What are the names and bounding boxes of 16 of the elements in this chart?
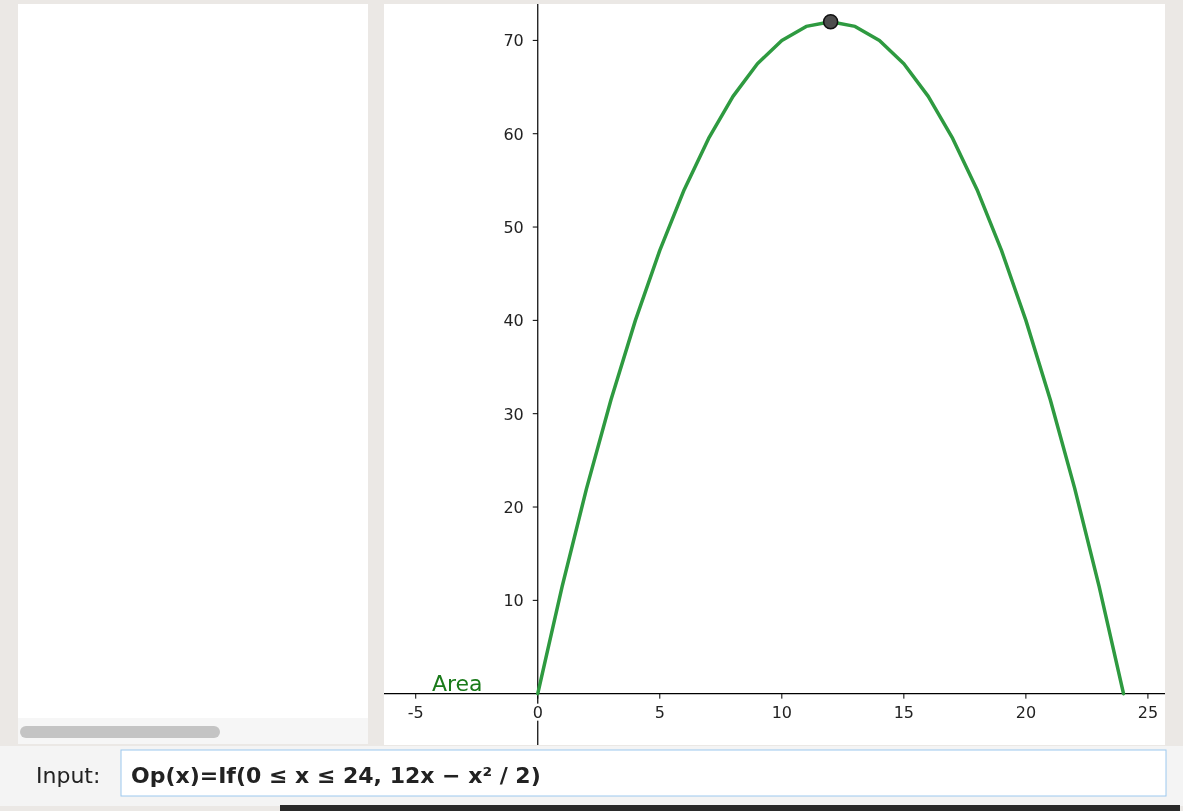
x-tick-label: 25 bbox=[1137, 702, 1159, 722]
x-tick-label: 20 bbox=[1015, 702, 1037, 722]
y-tick-label: 60 bbox=[503, 124, 524, 144]
y-tick-label: 20 bbox=[503, 498, 524, 518]
text: Input: Op(x)=If(0 ≤ x ≤ 24, 12x − x² / 2) bbox=[36, 763, 541, 788]
x-tick-label: 10 bbox=[771, 702, 792, 722]
y-tick-label: 70 bbox=[503, 31, 524, 51]
x-tick-label: 5 bbox=[654, 702, 665, 722]
y-tick-label: 40 bbox=[503, 311, 524, 331]
x-tick-label: 15 bbox=[893, 702, 915, 722]
annotation: Area bbox=[431, 670, 483, 696]
x-tick-label: -5 bbox=[407, 702, 424, 722]
y-tick-label: 10 bbox=[503, 591, 524, 611]
y-tick-label: 50 bbox=[503, 218, 524, 238]
y-tick-label: 30 bbox=[503, 404, 524, 424]
x-tick-label: 0 bbox=[532, 702, 543, 722]
